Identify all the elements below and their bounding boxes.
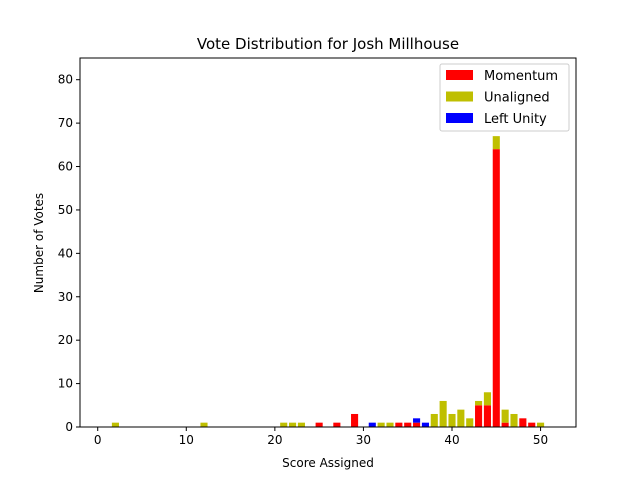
bar-momentum-49 — [528, 422, 536, 427]
bar-momentum-35 — [404, 422, 412, 427]
y-axis-label: Number of Votes — [32, 193, 46, 293]
bar-momentum-44 — [483, 405, 491, 427]
x-tick-label: 50 — [533, 433, 548, 447]
bar-unaligned-42 — [466, 418, 474, 427]
bar-momentum-29 — [351, 413, 359, 427]
bar-momentum-43 — [475, 405, 483, 427]
y-tick-label: 80 — [58, 73, 73, 87]
bar-unaligned-41 — [457, 409, 465, 427]
legend-swatch-left-unity — [446, 113, 473, 123]
bar-momentum-36 — [413, 422, 421, 427]
y-tick-label: 50 — [58, 203, 73, 217]
x-tick-label: 0 — [94, 433, 102, 447]
bar-momentum-25 — [315, 422, 323, 427]
bar-unaligned-12 — [200, 422, 208, 427]
bar-unaligned-23 — [297, 422, 305, 427]
bar-unaligned-45 — [492, 136, 500, 150]
x-axis-ticks: 0 10 20 30 40 50 — [94, 427, 548, 447]
y-tick-label: 20 — [58, 333, 73, 347]
bar-unaligned-33 — [386, 422, 394, 427]
y-tick-label: 70 — [58, 116, 73, 130]
y-axis-ticks: 0 10 20 30 40 50 60 70 80 — [58, 73, 80, 434]
bar-left-unity-31 — [368, 422, 376, 427]
y-tick-label: 60 — [58, 160, 73, 174]
bar-unaligned-32 — [377, 422, 385, 427]
bar-momentum-45 — [492, 149, 500, 427]
bar-unaligned-38 — [430, 413, 438, 427]
y-tick-label: 0 — [65, 420, 73, 434]
bar-unaligned-50 — [537, 422, 545, 427]
bar-unaligned-2 — [111, 422, 119, 427]
legend-swatch-unaligned — [446, 91, 473, 102]
y-tick-label: 40 — [58, 246, 73, 260]
legend-label-left-unity: Left Unity — [484, 112, 547, 127]
x-tick-label: 20 — [267, 433, 282, 447]
bar-momentum-48 — [519, 418, 527, 427]
bar-unaligned-40 — [448, 413, 456, 427]
x-tick-label: 10 — [179, 433, 194, 447]
chart-title: Vote Distribution for Josh Millhouse — [197, 35, 459, 53]
bar-unaligned-39 — [439, 400, 447, 427]
bar-momentum-27 — [333, 422, 341, 427]
plot-frame — [79, 57, 577, 428]
x-axis-label: Score Assigned — [282, 456, 374, 470]
y-tick-label: 30 — [58, 290, 73, 304]
legend-swatch-momentum — [446, 70, 473, 80]
legend-label-momentum: Momentum — [484, 69, 558, 84]
bar-unaligned-22 — [289, 422, 297, 427]
bar-unaligned-46 — [501, 409, 509, 423]
bar-unaligned-21 — [280, 422, 288, 427]
legend-label-unaligned: Unaligned — [484, 91, 550, 106]
bar-momentum-46 — [501, 422, 509, 427]
y-tick-label: 10 — [58, 377, 73, 391]
bar-unaligned-44 — [483, 392, 491, 406]
bar-left-unity-37 — [421, 422, 429, 427]
bar-left-unity-36 — [413, 418, 421, 423]
bar-momentum-34 — [395, 422, 403, 427]
bar-unaligned-47 — [510, 413, 518, 427]
x-tick-label: 30 — [356, 433, 371, 447]
bars-layer — [111, 136, 545, 427]
x-tick-label: 40 — [444, 433, 459, 447]
bar-unaligned-43 — [475, 400, 483, 406]
legend: Momentum Unaligned Left Unity — [439, 63, 570, 132]
